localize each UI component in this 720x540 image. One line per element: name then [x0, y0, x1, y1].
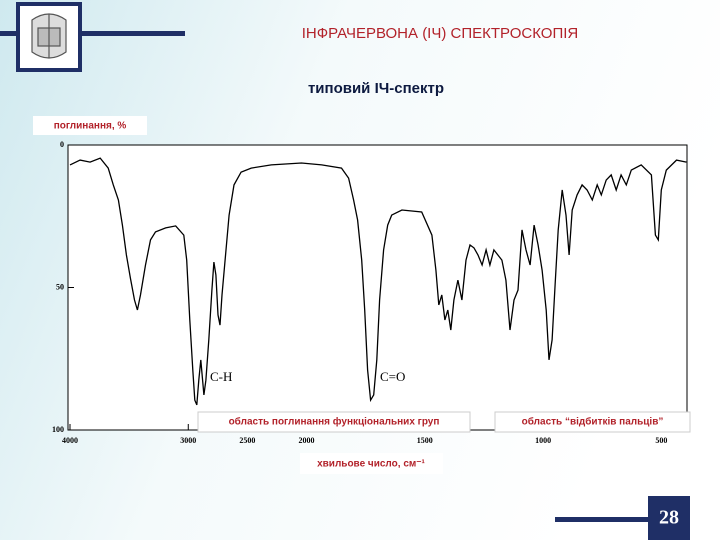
x-tick-label: 500: [655, 436, 667, 445]
y-tick-label: 50: [56, 282, 64, 291]
plot-frame: [67, 144, 688, 431]
region-label: область поглинання функціональних груп: [229, 416, 440, 428]
x-tick-label: 4000: [62, 436, 78, 445]
page-box: [648, 496, 690, 540]
x-label-box: [300, 453, 443, 474]
x-tick-label: 2500: [239, 436, 255, 445]
x-tick-label: 1500: [417, 436, 433, 445]
header-bar: [0, 31, 185, 36]
region-label: область “відбитків пальців”: [522, 416, 664, 428]
annotation: C-H: [210, 369, 232, 384]
y-axis-label: поглинання, %: [54, 121, 127, 132]
annotation: C=O: [380, 369, 405, 384]
logo: [31, 13, 67, 59]
region-box: [197, 411, 471, 433]
y-tick-label: 0: [60, 140, 64, 149]
x-axis-label: хвильове число, см⁻¹: [317, 459, 425, 470]
x-tick-label: 3000: [180, 436, 196, 445]
x-tick-label: 2000: [299, 436, 315, 445]
y-tick-label: 100: [52, 425, 64, 434]
region-box: [494, 411, 691, 433]
y-label-box: [33, 116, 147, 135]
footer-bar: [555, 517, 650, 522]
slide-title: ІНФРАЧЕРВОНА (ІЧ) СПЕКТРОСКОПІЯ: [302, 25, 578, 42]
x-tick-label: 1000: [535, 436, 551, 445]
page-number: 28: [659, 507, 679, 529]
plot: 0 50 100 4000 3000 2500 2000 1500 1000 500 C-H C=O: [52, 140, 687, 445]
chart-title: типовий ІЧ-спектр: [308, 80, 444, 97]
spectrum-line: [69, 157, 687, 406]
